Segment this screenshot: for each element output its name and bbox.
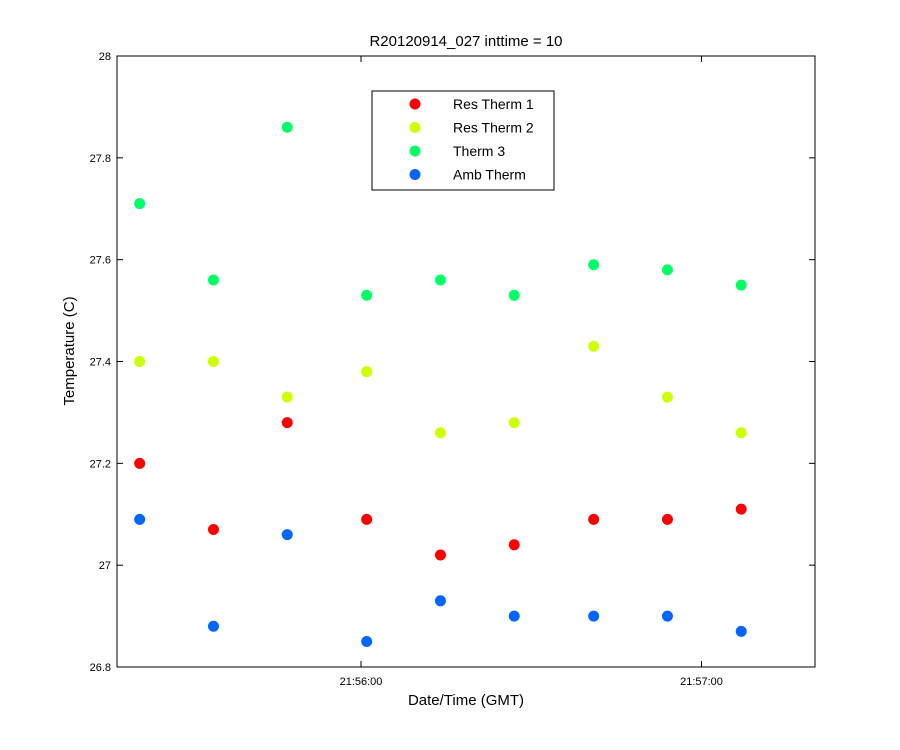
x-axis-label: Date/Time (GMT): [408, 692, 524, 709]
point-res-therm-2: [735, 427, 747, 439]
x-tick-label: 21:57:00: [680, 676, 723, 688]
legend-marker: [409, 169, 421, 180]
point-res-therm-2: [281, 391, 293, 403]
point-res-therm-2: [434, 427, 446, 439]
legend-marker: [409, 145, 421, 157]
y-tick-label: 27: [99, 560, 111, 572]
point-amb-therm: [281, 529, 293, 541]
point-res-therm-2: [134, 356, 146, 367]
y-tick-label: 27.6: [90, 255, 111, 267]
y-tick-label: 27.2: [90, 458, 111, 470]
point-amb-therm: [508, 610, 520, 622]
point-res-therm-1: [207, 524, 219, 536]
legend-label: Amb Therm: [453, 167, 526, 183]
point-amb-therm: [588, 610, 600, 622]
point-res-therm-1: [508, 539, 520, 551]
legend-label: Therm 3: [453, 143, 505, 159]
point-res-therm-1: [281, 417, 293, 429]
y-tick-label: 28: [99, 51, 111, 63]
legend-marker: [409, 98, 421, 110]
point-res-therm-1: [735, 503, 747, 515]
point-res-therm-2: [661, 391, 673, 403]
legend-marker: [409, 122, 421, 133]
chart-title: R20120914_027 inttime = 10: [369, 33, 562, 50]
point-res-therm-2: [361, 366, 373, 378]
y-tick-label: 26.8: [90, 662, 111, 674]
legend-box: [371, 90, 555, 191]
point-amb-therm: [207, 620, 219, 632]
legend: Res Therm 1 Res Therm 2 Therm 3 Amb Therm: [371, 90, 555, 191]
point-amb-therm: [434, 595, 446, 607]
x-tick-label: 21:56:00: [340, 676, 383, 688]
point-therm-3: [588, 259, 600, 271]
point-therm-3: [281, 121, 293, 133]
y-tick-label: 27.8: [90, 153, 111, 165]
point-amb-therm: [361, 636, 373, 648]
y-tick-label: 27.4: [90, 357, 111, 369]
point-therm-3: [735, 279, 747, 291]
point-therm-3: [207, 274, 219, 286]
point-res-therm-1: [588, 513, 600, 525]
point-res-therm-1: [361, 513, 373, 525]
point-therm-3: [134, 198, 146, 210]
point-res-therm-1: [661, 513, 673, 525]
point-therm-3: [434, 274, 446, 286]
data-points: [134, 121, 747, 648]
y-axis: 26.8 27 27.2 27.4 27.6 27.8 28: [90, 51, 815, 674]
y-axis-label: Temperature (C): [61, 296, 78, 405]
point-res-therm-1: [134, 457, 146, 469]
x-axis: 21:56:00 21:57:00: [340, 56, 723, 688]
point-res-therm-2: [207, 356, 219, 367]
point-therm-3: [361, 289, 373, 301]
point-res-therm-1: [434, 549, 446, 561]
point-res-therm-2: [508, 417, 520, 429]
point-amb-therm: [735, 625, 747, 637]
point-res-therm-2: [588, 340, 600, 352]
point-amb-therm: [661, 610, 673, 622]
legend-label: Res Therm 1: [453, 96, 534, 112]
point-therm-3: [508, 289, 520, 301]
point-therm-3: [661, 264, 673, 276]
point-amb-therm: [134, 513, 146, 525]
legend-label: Res Therm 2: [453, 120, 534, 136]
